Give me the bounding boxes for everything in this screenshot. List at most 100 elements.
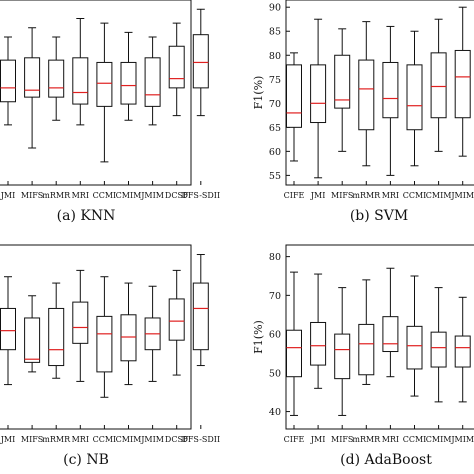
iqr-box <box>144 57 161 107</box>
x-tick-label: MRI <box>382 191 399 200</box>
y-tick-label: 55 <box>269 171 281 182</box>
iqr-box <box>192 34 209 89</box>
box-DCSF <box>168 22 185 117</box>
box-JMIM <box>454 6 471 157</box>
box-JMIM <box>144 285 161 382</box>
y-tick-label: 70 <box>269 99 281 110</box>
box-mRMR <box>358 279 375 385</box>
iqr-box <box>286 64 302 128</box>
y-tick-label: 60 <box>269 330 281 341</box>
iqr-box <box>406 64 423 131</box>
iqr-box <box>430 52 447 119</box>
iqr-box <box>192 282 209 351</box>
iqr-box <box>310 321 327 366</box>
y-tick-label: 85 <box>269 27 281 38</box>
box-JMIM <box>144 36 161 126</box>
box-MIFS <box>334 28 351 152</box>
x-tick-label: DCSF <box>165 435 189 444</box>
y-axis-label: F1(%) <box>252 320 265 354</box>
iqr-box <box>48 59 65 98</box>
box-JMI <box>0 36 16 126</box>
iqr-box <box>454 335 471 368</box>
y-tick-label: 60 <box>269 147 281 158</box>
x-tick-label: JMIM <box>140 435 164 444</box>
box-CMIM <box>120 31 137 121</box>
box-MRI <box>72 269 89 382</box>
box-CIFE <box>286 52 302 162</box>
y-tick-label: 90 <box>269 3 281 14</box>
x-tick-label: MRI <box>72 191 89 200</box>
x-tick-label: CMIM <box>426 191 452 200</box>
box-CCMI <box>96 22 113 163</box>
x-tick-label: CCMI <box>93 191 117 200</box>
x-tick-label: CCMI <box>93 435 117 444</box>
iqr-box <box>358 59 375 131</box>
box-MIFS <box>24 295 41 373</box>
box-MRI <box>72 18 89 126</box>
iqr-box <box>358 323 375 376</box>
box-CMIM <box>430 287 447 403</box>
caption-c: (c) NB <box>63 452 109 468</box>
box-DFS-SDII <box>192 8 209 117</box>
x-tick-label: JMIM <box>450 435 474 444</box>
y-tick-label: 80 <box>269 252 281 263</box>
x-tick-label: MIFS <box>331 435 353 444</box>
x-tick-label: DCSF <box>165 191 189 200</box>
box-CCMI <box>96 276 113 398</box>
y-tick-label: 65 <box>269 123 281 134</box>
iqr-box <box>286 329 302 378</box>
box-CMIM <box>430 18 447 152</box>
x-tick-label: CMIM <box>426 435 452 444</box>
x-tick-label: CCMI <box>403 435 427 444</box>
iqr-box <box>310 64 327 124</box>
y-tick-label: 80 <box>269 51 281 62</box>
iqr-box <box>0 59 16 103</box>
x-tick-label: JMI <box>0 191 15 200</box>
box-mRMR <box>358 21 375 167</box>
box-MRI <box>382 267 399 378</box>
x-tick-label: mRMR <box>42 435 71 444</box>
caption-a: (a) KNN <box>56 208 116 224</box>
iqr-box <box>120 61 137 105</box>
box-MIFS <box>334 287 351 416</box>
box-CCMI <box>406 275 423 397</box>
box-mRMR <box>48 282 65 379</box>
box-MRI <box>382 25 399 176</box>
box-DCSF <box>168 269 185 376</box>
x-tick-label: JMIM <box>140 191 164 200</box>
iqr-box <box>382 316 399 353</box>
x-tick-label: MIFS <box>331 191 353 200</box>
x-tick-label: mRMR <box>42 191 71 200</box>
box-JMI <box>0 276 16 386</box>
x-tick-label: MIFS <box>21 191 43 200</box>
x-tick-label: DFS-SDII <box>181 191 220 200</box>
x-tick-label: MRI <box>72 435 89 444</box>
y-tick-label: 70 <box>269 291 281 302</box>
y-tick-label: 40 <box>269 407 281 418</box>
plot-frame <box>0 244 192 430</box>
x-tick-label: JMI <box>0 435 15 444</box>
x-tick-label: CCMI <box>403 191 427 200</box>
x-tick-label: CIFE <box>284 191 305 200</box>
iqr-box <box>168 298 185 341</box>
box-JMIM <box>454 296 471 403</box>
iqr-box <box>24 57 41 98</box>
box-CCMI <box>406 30 423 167</box>
caption-d: (d) AdaBoost <box>340 452 432 468</box>
caption-b: (b) SVM <box>349 208 409 224</box>
y-axis-label: F1(%) <box>252 76 265 110</box>
x-tick-label: mRMR <box>352 191 381 200</box>
iqr-box <box>96 61 113 107</box>
iqr-box <box>382 61 399 119</box>
x-tick-label: JMI <box>310 191 326 200</box>
iqr-box <box>72 301 89 344</box>
x-tick-label: JMI <box>310 435 326 444</box>
plot-frame <box>0 0 192 186</box>
x-tick-label: CMIM <box>116 435 142 444</box>
iqr-box <box>72 57 89 105</box>
x-tick-label: mRMR <box>352 435 381 444</box>
box-JMI <box>310 18 327 179</box>
